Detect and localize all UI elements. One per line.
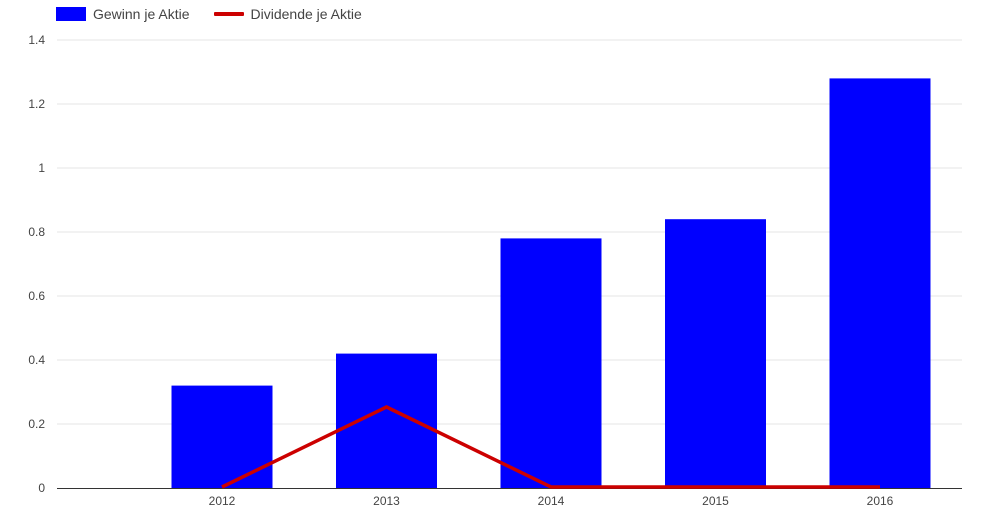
legend-label-gewinn: Gewinn je Aktie <box>93 6 190 22</box>
y-tick-label: 1 <box>38 161 45 175</box>
bar-gewinn <box>665 219 766 488</box>
y-tick-label: 0 <box>38 481 45 495</box>
y-tick-label: 0.4 <box>28 353 45 367</box>
bar-gewinn <box>171 385 273 488</box>
legend-swatch-gewinn <box>56 7 86 21</box>
chart-legend: Gewinn je Aktie Dividende je Aktie <box>56 6 386 22</box>
bar-gewinn <box>829 78 931 489</box>
line-dividende <box>221 405 880 489</box>
x-tick-label: 2014 <box>538 494 565 508</box>
x-tick-label: 2016 <box>867 494 894 508</box>
x-tick-label: 2015 <box>702 494 729 508</box>
y-tick-label: 0.2 <box>28 417 45 431</box>
x-tick-label: 2012 <box>209 494 236 508</box>
x-tick-label: 2013 <box>373 494 400 508</box>
bar-gewinn <box>336 353 437 488</box>
y-tick-label: 1.2 <box>28 97 45 111</box>
legend-item-dividende[interactable]: Dividende je Aktie <box>213 6 362 22</box>
y-tick-label: 1.4 <box>28 33 45 47</box>
y-tick-label: 0.8 <box>28 225 45 239</box>
bar-gewinn <box>500 238 602 488</box>
legend-label-dividende: Dividende je Aktie <box>250 6 362 22</box>
legend-item-gewinn[interactable]: Gewinn je Aktie <box>56 6 190 22</box>
legend-swatch-dividende <box>213 12 244 16</box>
y-tick-label: 0.6 <box>28 289 45 303</box>
